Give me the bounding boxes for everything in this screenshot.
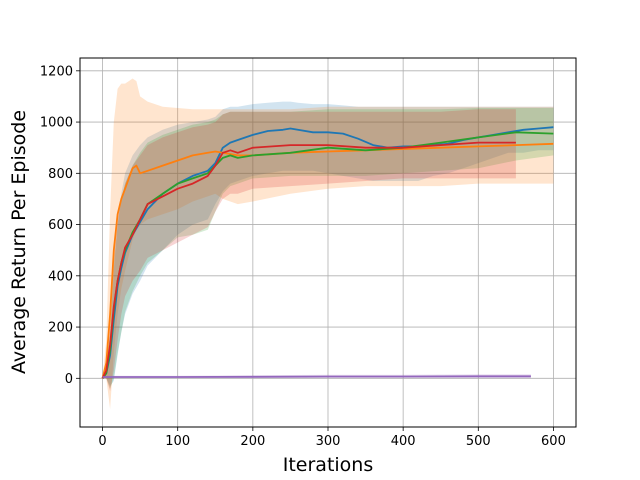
y-axis-label: Average Return Per Episode bbox=[8, 110, 30, 374]
x-tick-label: 0 bbox=[98, 434, 106, 449]
x-tick-label: 400 bbox=[391, 434, 416, 449]
series-3-band bbox=[102, 108, 554, 389]
series-4-band bbox=[102, 109, 516, 392]
series-1-line bbox=[101, 126, 554, 379]
y-tick-label: 800 bbox=[48, 167, 73, 182]
y-tick-label: 200 bbox=[48, 321, 73, 336]
x-tick-label: 100 bbox=[165, 434, 190, 449]
y-tick-label: 1000 bbox=[40, 116, 73, 131]
x-tick-label: 500 bbox=[466, 434, 491, 449]
y-tick-label: 0 bbox=[65, 372, 73, 387]
series-5-line bbox=[102, 375, 531, 378]
x-axis-ticks: 0 100 200 300 400 500 600 bbox=[98, 427, 566, 449]
series-lines bbox=[101, 126, 554, 379]
x-tick-label: 600 bbox=[541, 434, 566, 449]
grid bbox=[80, 58, 576, 427]
series-1-band bbox=[102, 101, 554, 386]
y-tick-label: 1200 bbox=[40, 64, 73, 79]
x-tick-label: 300 bbox=[316, 434, 341, 449]
y-tick-label: 400 bbox=[48, 269, 73, 284]
y-axis-ticks: 0 200 400 600 800 1000 1200 bbox=[40, 64, 80, 387]
y-tick-label: 600 bbox=[48, 218, 73, 233]
x-axis-label: Iterations bbox=[283, 454, 374, 476]
x-tick-label: 200 bbox=[240, 434, 265, 449]
series-4-line bbox=[101, 141, 516, 379]
